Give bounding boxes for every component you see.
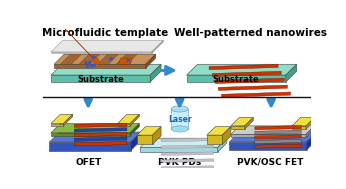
Text: Microfluidic template: Microfluidic template xyxy=(42,28,169,38)
Text: Laser: Laser xyxy=(168,115,191,124)
Polygon shape xyxy=(229,142,307,150)
Polygon shape xyxy=(74,123,127,127)
Polygon shape xyxy=(161,145,214,149)
Text: Well-patterned nanowires: Well-patterned nanowires xyxy=(174,28,327,38)
Polygon shape xyxy=(49,132,141,142)
Polygon shape xyxy=(60,54,81,64)
Polygon shape xyxy=(130,114,139,126)
Text: Substrate: Substrate xyxy=(77,75,124,84)
Polygon shape xyxy=(152,40,163,53)
Polygon shape xyxy=(63,114,73,126)
Polygon shape xyxy=(231,134,306,137)
Polygon shape xyxy=(140,138,227,147)
Polygon shape xyxy=(221,92,291,97)
Polygon shape xyxy=(54,64,146,68)
Polygon shape xyxy=(255,125,301,130)
Polygon shape xyxy=(51,124,139,133)
Polygon shape xyxy=(207,127,231,135)
Polygon shape xyxy=(161,166,214,169)
Polygon shape xyxy=(218,85,288,91)
Polygon shape xyxy=(51,75,150,82)
Polygon shape xyxy=(186,75,286,82)
Polygon shape xyxy=(161,152,214,156)
Polygon shape xyxy=(74,132,127,137)
Polygon shape xyxy=(307,133,316,150)
Polygon shape xyxy=(186,64,297,75)
Polygon shape xyxy=(150,64,161,82)
Text: PVK/OSC FET: PVK/OSC FET xyxy=(237,158,303,167)
Polygon shape xyxy=(209,64,278,70)
Polygon shape xyxy=(255,130,301,134)
Polygon shape xyxy=(286,64,297,82)
Polygon shape xyxy=(255,144,301,148)
Ellipse shape xyxy=(171,126,188,132)
Polygon shape xyxy=(171,109,188,129)
Polygon shape xyxy=(231,117,253,126)
Polygon shape xyxy=(231,126,315,134)
Polygon shape xyxy=(255,135,301,139)
Polygon shape xyxy=(130,124,139,136)
Polygon shape xyxy=(65,29,98,63)
Polygon shape xyxy=(137,127,161,135)
Polygon shape xyxy=(218,138,227,152)
Polygon shape xyxy=(229,133,316,142)
Polygon shape xyxy=(118,58,133,64)
Circle shape xyxy=(91,65,93,67)
Polygon shape xyxy=(292,117,315,126)
Polygon shape xyxy=(146,54,156,68)
Polygon shape xyxy=(79,54,100,64)
Polygon shape xyxy=(131,132,141,150)
Polygon shape xyxy=(49,142,131,150)
Polygon shape xyxy=(54,54,156,64)
Circle shape xyxy=(89,62,91,64)
Polygon shape xyxy=(51,133,130,136)
Polygon shape xyxy=(51,40,163,52)
Polygon shape xyxy=(51,114,73,124)
Polygon shape xyxy=(207,135,222,144)
Polygon shape xyxy=(306,126,315,137)
Polygon shape xyxy=(98,54,118,64)
Polygon shape xyxy=(161,180,214,183)
Text: PVK PDs: PVK PDs xyxy=(158,158,201,167)
Circle shape xyxy=(85,62,87,64)
Polygon shape xyxy=(118,114,139,124)
Circle shape xyxy=(86,65,89,68)
Polygon shape xyxy=(51,124,63,126)
Polygon shape xyxy=(306,117,315,129)
Polygon shape xyxy=(215,78,284,84)
Polygon shape xyxy=(245,117,253,129)
Polygon shape xyxy=(212,71,281,77)
Polygon shape xyxy=(74,142,127,146)
Polygon shape xyxy=(161,173,214,176)
Polygon shape xyxy=(51,52,152,53)
Polygon shape xyxy=(161,159,214,162)
Text: OFET: OFET xyxy=(75,158,101,167)
Polygon shape xyxy=(74,137,127,141)
Polygon shape xyxy=(161,138,214,142)
Polygon shape xyxy=(255,139,301,144)
Circle shape xyxy=(93,64,95,66)
Polygon shape xyxy=(74,128,127,132)
Polygon shape xyxy=(140,147,218,152)
Polygon shape xyxy=(116,54,137,64)
Polygon shape xyxy=(222,127,231,144)
Ellipse shape xyxy=(171,106,188,112)
Polygon shape xyxy=(292,126,306,129)
Polygon shape xyxy=(231,126,245,129)
Text: Substrate: Substrate xyxy=(213,75,260,84)
Polygon shape xyxy=(51,64,161,75)
Circle shape xyxy=(93,58,99,64)
Polygon shape xyxy=(118,124,130,126)
Polygon shape xyxy=(153,127,161,144)
Polygon shape xyxy=(137,135,153,144)
